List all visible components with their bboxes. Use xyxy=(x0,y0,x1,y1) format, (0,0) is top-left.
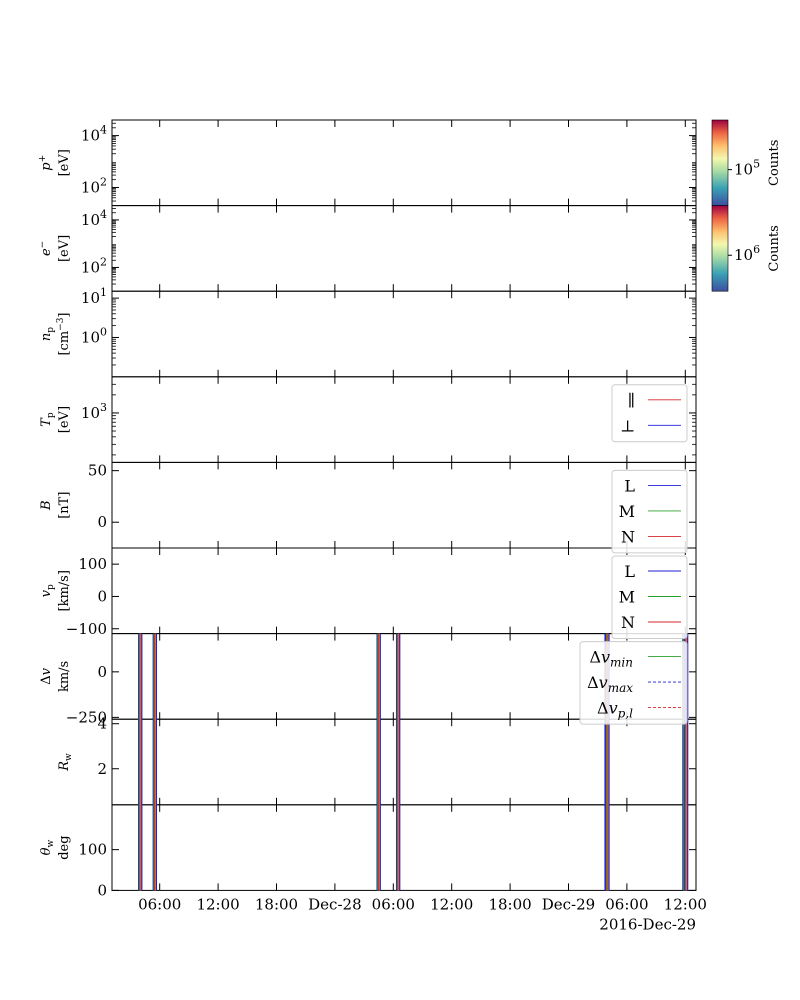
x-tick-label: 06:00 xyxy=(605,895,648,913)
proton-spectrogram-colorbar xyxy=(711,119,729,206)
electron-spectrogram-colorbar-label: Counts xyxy=(767,225,782,271)
proton-density-ytick-label: 101 xyxy=(81,286,107,307)
electron-spectrogram-colorbar xyxy=(711,205,729,292)
walen-angle-ytick-label: 100 xyxy=(78,841,107,859)
panel-proton-temperature: 103 Tp [eV] xyxy=(39,376,697,463)
magnetic-field-legend-label: L xyxy=(624,476,635,495)
proton-spectrogram-ytick-label: 104 xyxy=(81,124,107,145)
electron-spectrogram-colorbar-tick-label: 106 xyxy=(734,243,760,264)
x-axis: 06:00 12:00 18:00 Dec-28 06:00 12:00 18:00 Dec-… xyxy=(138,895,707,933)
panel-magnetic-field: 0 50 B [nT] xyxy=(39,461,697,549)
delta-v-ylabel: Δv xyxy=(39,667,54,684)
walen-ratio-ytick-label: 4 xyxy=(97,715,107,733)
delta-v-legend-label: Δvp,l xyxy=(597,699,633,721)
x-tick-label: Dec-29 xyxy=(542,895,595,913)
magnetic-field-ytick-label: 50 xyxy=(88,462,107,480)
walen-angle-ytick-label: 0 xyxy=(97,881,107,899)
proton-density-ylabel: np xyxy=(39,327,56,341)
delta-v-legend-box xyxy=(579,641,688,725)
delta-v-ytick-label: −250 xyxy=(66,708,107,726)
proton-spectrogram-ytick-label: 102 xyxy=(81,175,107,196)
proton-velocity-legend-box xyxy=(611,555,688,639)
proton-velocity-ytick-label: 100 xyxy=(78,555,107,573)
delta-v-legend-label: Δvmin xyxy=(589,648,633,670)
panel-proton-velocity: −100 0 100 vp [km/s] xyxy=(39,547,697,638)
colorbar-layer: 105 Counts 106 Counts xyxy=(711,119,782,292)
electron-spectrogram-yunit: [eV] xyxy=(57,235,72,262)
x-tick-label: 18:00 xyxy=(488,895,531,913)
magnetic-field-legend-box xyxy=(611,469,688,554)
walen-ratio-ytick-label: 2 xyxy=(97,760,107,778)
delta-v-ytick-label: 0 xyxy=(97,663,107,681)
proton-spectrogram-ylabel: p+ xyxy=(38,155,54,171)
panel-delta-v: 0 −250 Δv km/s xyxy=(39,633,697,726)
electron-spectrogram-ytick-label: 102 xyxy=(81,255,107,276)
x-tick-label: Dec-28 xyxy=(308,895,361,913)
proton-density-frame xyxy=(111,290,697,378)
x-tick-label: 06:00 xyxy=(138,895,181,913)
proton-velocity-legend-label: N xyxy=(621,613,635,632)
walen-angle-ylabel: θw xyxy=(39,840,56,856)
magnetic-field-ylabel: B xyxy=(39,500,54,511)
magnetic-field-frame xyxy=(111,461,697,549)
walen-angle-yunit: deg xyxy=(57,835,72,859)
electron-spectrogram-ytick-label: 104 xyxy=(81,208,107,229)
panel-proton-spectrogram: 102 104 p+ [eV] xyxy=(38,119,697,207)
x-tick-label: 06:00 xyxy=(372,895,415,913)
proton-temperature-yunit: [eV] xyxy=(57,406,72,433)
proton-velocity-ytick-label: −100 xyxy=(66,620,107,638)
delta-v-legend-label: Δvmax xyxy=(587,673,633,695)
x-tick-label: 18:00 xyxy=(255,895,298,913)
x-tick-label: 12:00 xyxy=(196,895,239,913)
proton-temperature-frame xyxy=(111,376,697,463)
walen-angle-frame xyxy=(111,804,697,891)
proton-temperature-ylabel: Tp xyxy=(39,412,56,427)
panel-walen-angle: 0 100 θw deg xyxy=(39,804,697,899)
proton-velocity-frame xyxy=(111,547,697,635)
proton-velocity-ytick-label: 0 xyxy=(97,587,107,605)
proton-velocity-legend-label: L xyxy=(624,562,635,581)
magnetic-field-legend-label: N xyxy=(621,527,635,546)
magnetic-field-yunit: [nT] xyxy=(57,492,72,519)
magnetic-field-ytick-label: 0 xyxy=(97,513,107,531)
proton-density-yunit: [cm−3] xyxy=(56,312,72,355)
x-tick-label: 12:00 xyxy=(664,895,707,913)
x-date-label: 2016-Dec-29 xyxy=(599,915,696,933)
proton-temperature-legend-label: ∥ xyxy=(628,391,635,410)
electron-spectrogram-ylabel: e− xyxy=(38,241,54,256)
proton-spectrogram-yunit: [eV] xyxy=(57,149,72,176)
proton-velocity-legend-label: M xyxy=(619,588,635,607)
proton-velocity-ylabel: vp xyxy=(39,584,56,597)
proton-temperature-legend-label: ⊥ xyxy=(620,416,635,435)
proton-temperature-legend-box xyxy=(611,384,688,443)
magnetic-field-legend-label: M xyxy=(619,502,635,521)
proton-temperature-ytick-label: 103 xyxy=(81,401,107,422)
proton-spectrogram-colorbar-tick-label: 105 xyxy=(734,158,760,179)
proton-density-ytick-label: 100 xyxy=(81,325,107,346)
proton-velocity-yunit: [km/s] xyxy=(57,570,72,611)
proton-spectrogram-frame xyxy=(111,119,697,207)
delta-v-yunit: km/s xyxy=(57,661,72,692)
panel-electron-spectrogram: 102 104 e− [eV] xyxy=(38,205,697,292)
electron-spectrogram-frame xyxy=(111,205,697,292)
x-tick-label: 12:00 xyxy=(430,895,473,913)
panel-proton-density: 100 101 np[cm−3] xyxy=(39,286,697,378)
walen-ratio-ylabel: Rw xyxy=(57,753,74,772)
proton-spectrogram-colorbar-label: Counts xyxy=(767,140,782,186)
